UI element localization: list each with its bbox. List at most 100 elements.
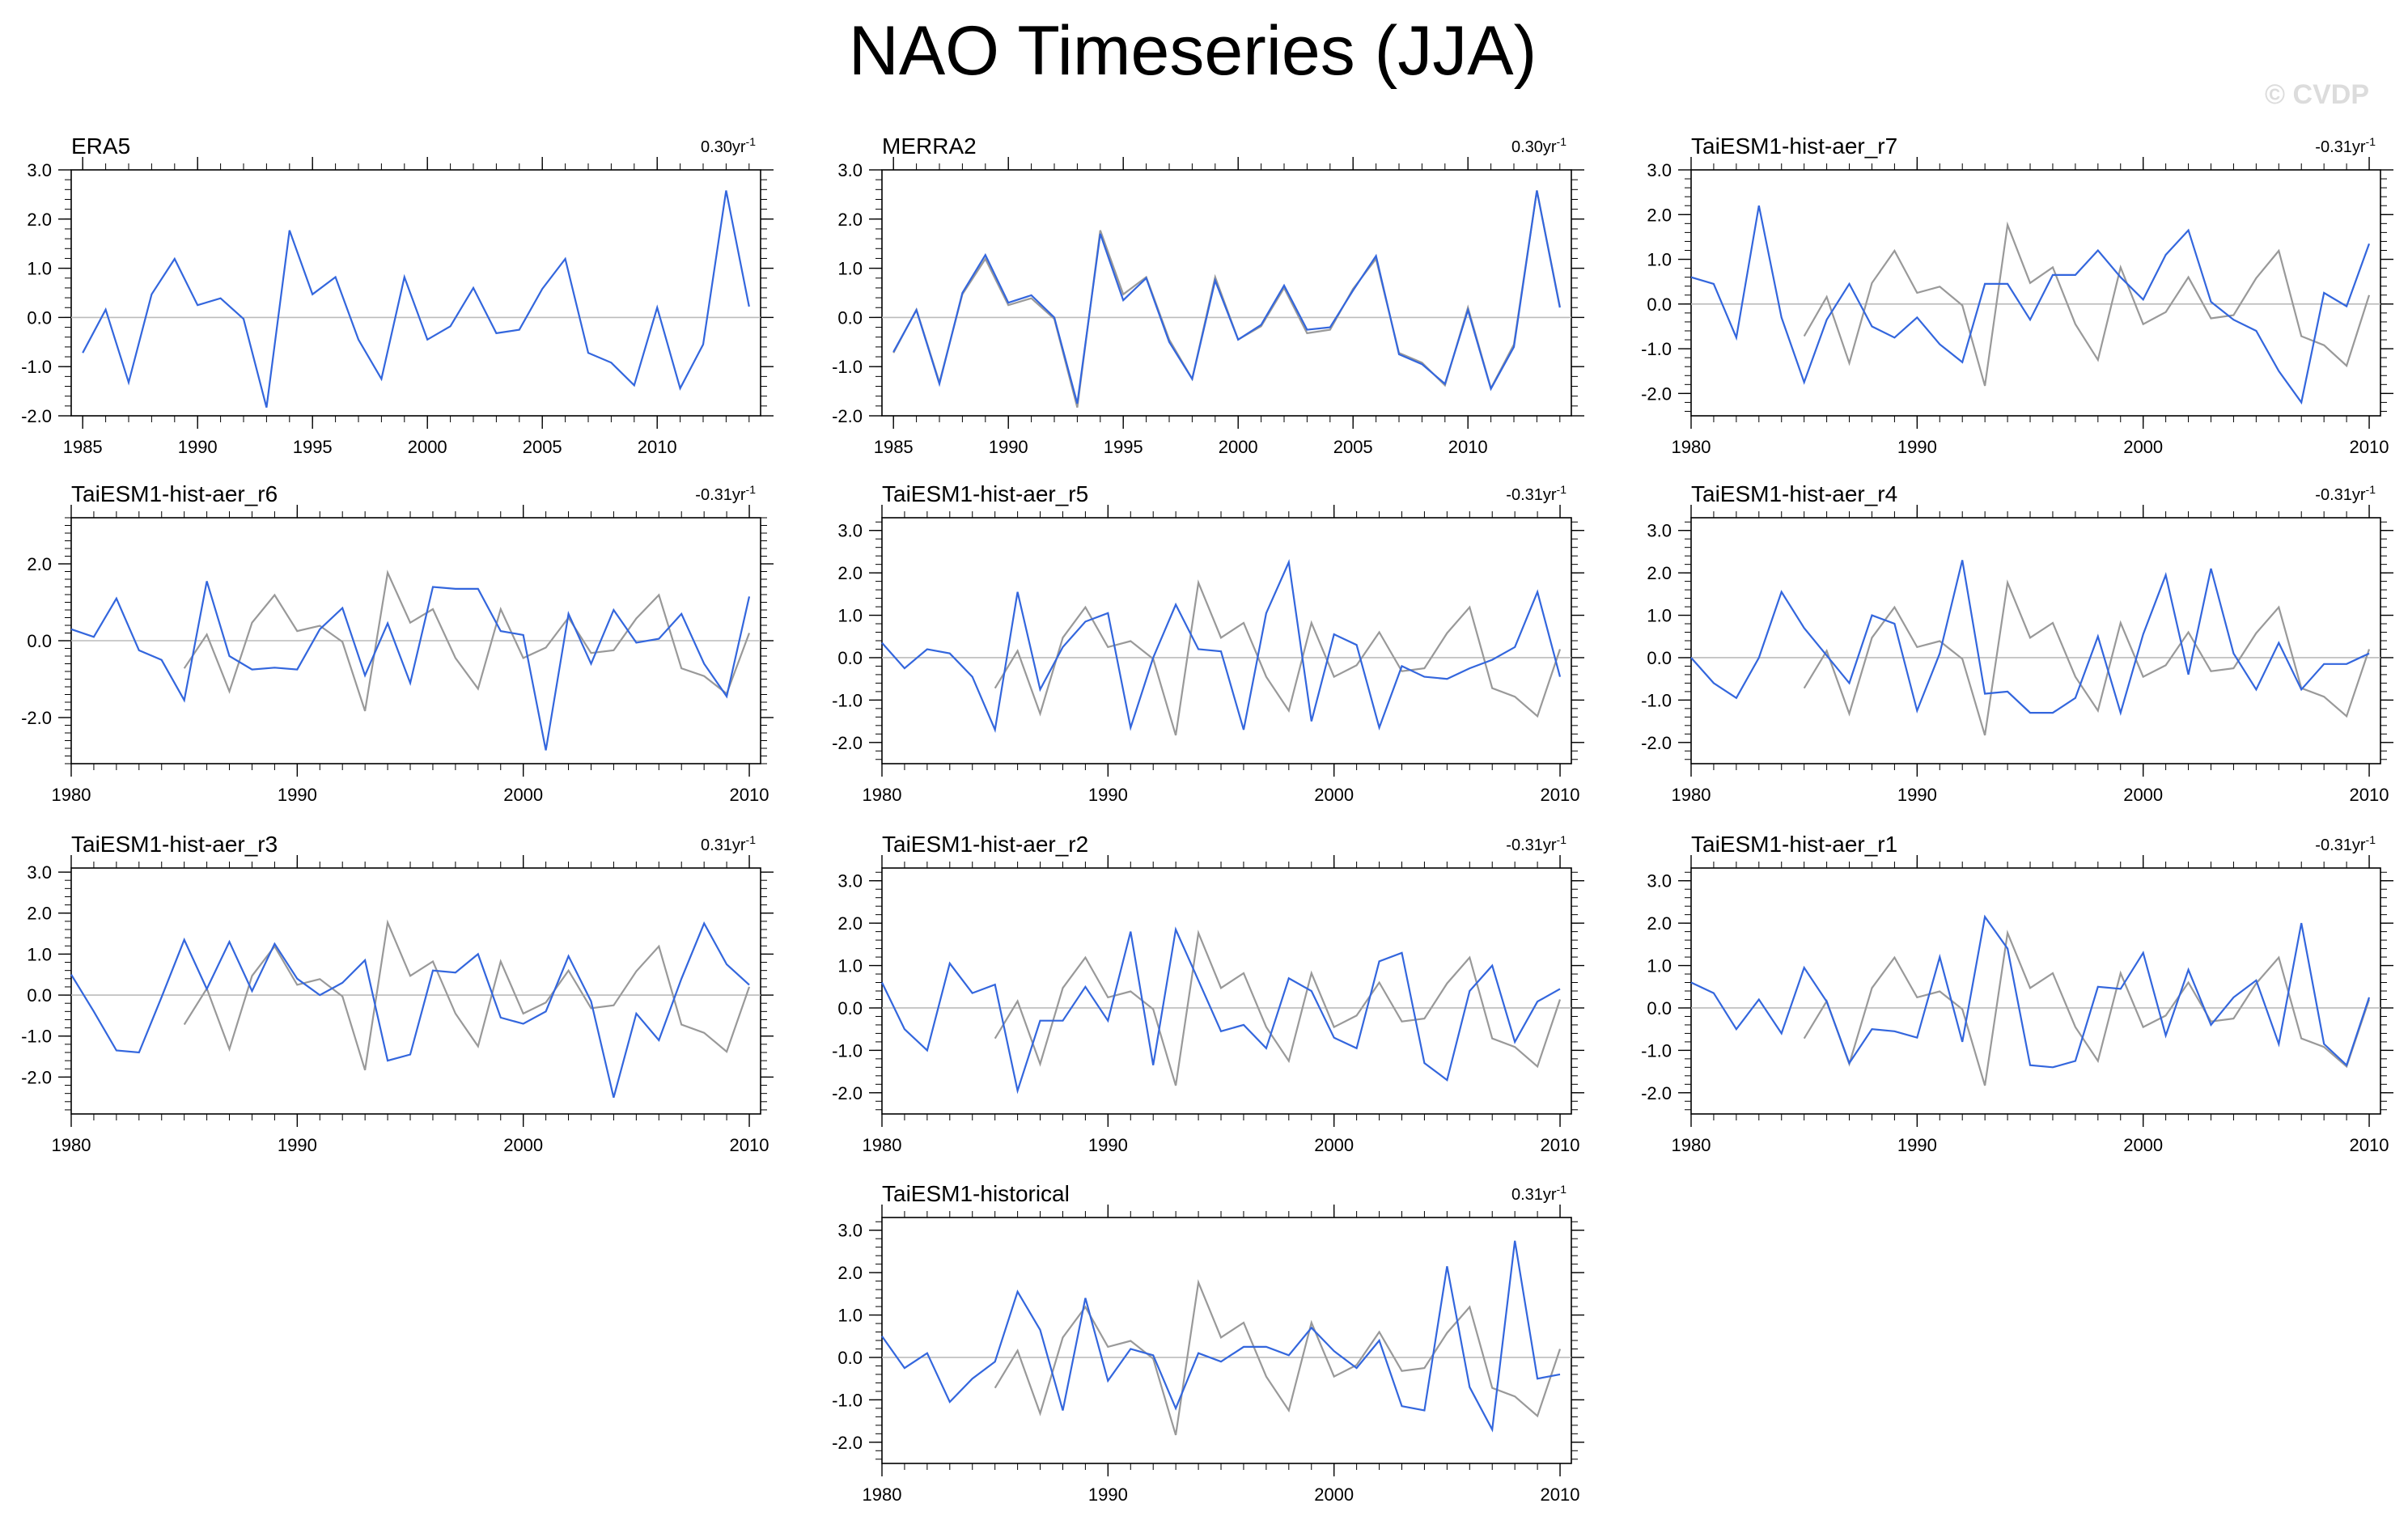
panel-1: ERA5 0.30yr-1 -2.0 -1.0 0.0 1.0 2.0 3.0 1985 1990… bbox=[21, 133, 774, 457]
x-tick-label: 1990 bbox=[1088, 1484, 1128, 1505]
series-line-era5 bbox=[994, 930, 1562, 1086]
x-tick-label: 1990 bbox=[178, 437, 218, 457]
panel-title: TaiESM1-hist-aer_r3 bbox=[71, 832, 278, 857]
panel-8: TaiESM1-hist-aer_r2 -0.31yr-1 -2.0 -1.0 0.0 1… bbox=[832, 832, 1584, 1155]
plot-frame bbox=[70, 169, 761, 417]
panel-10: TaiESM1-historical 0.31yr-1 -2.0 -1.0 0.0 1.0… bbox=[832, 1181, 1584, 1505]
trend-label: -0.31yr-1 bbox=[2315, 135, 2376, 156]
y-tick-label: 0.0 bbox=[1647, 648, 1672, 668]
x-tick-label: 2005 bbox=[1333, 437, 1373, 457]
panels: ERA5 0.30yr-1 -2.0 -1.0 0.0 1.0 2.0 3.0 1985 1990… bbox=[21, 133, 2393, 1505]
panel-7: TaiESM1-hist-aer_r3 0.31yr-1 -2.0 -1.0 0.0 1.… bbox=[21, 832, 774, 1155]
series-line-taiesm1-hist-aer-r5 bbox=[881, 559, 1562, 734]
y-tick-label: 0.0 bbox=[837, 1348, 863, 1368]
y-tick-label: -1.0 bbox=[832, 357, 863, 377]
series-line-era5 bbox=[183, 919, 751, 1071]
y-tick-label: 3.0 bbox=[837, 521, 863, 541]
y-tick-label: 1.0 bbox=[837, 606, 863, 626]
series-line-taiesm1-hist-aer-r1 bbox=[1690, 914, 2371, 1069]
y-tick-label: -2.0 bbox=[832, 1433, 863, 1453]
trend-label: -0.31yr-1 bbox=[1506, 483, 1566, 504]
y-tick-label: -1.0 bbox=[21, 357, 52, 377]
series-line-merra2 bbox=[892, 190, 1561, 404]
y-tick-label: 2.0 bbox=[837, 210, 863, 230]
trend-label: 0.30yr-1 bbox=[701, 135, 756, 156]
panel-4: TaiESM1-hist-aer_r6 -0.31yr-1 -2.0 0.0 2.0 19… bbox=[21, 481, 774, 805]
panel-title: TaiESM1-historical bbox=[882, 1181, 1070, 1206]
panel-title: TaiESM1-hist-aer_r2 bbox=[882, 832, 1088, 857]
panel-3: TaiESM1-hist-aer_r7 -0.31yr-1 -2.0 -1.0 0.0 1… bbox=[1641, 133, 2393, 457]
y-tick-label: 0.0 bbox=[27, 631, 52, 651]
y-tick-label: 0.0 bbox=[1647, 294, 1672, 315]
x-tick-label: 2000 bbox=[1314, 1135, 1354, 1155]
y-tick-label: 2.0 bbox=[837, 1263, 863, 1283]
x-tick-label: 2010 bbox=[2350, 437, 2389, 457]
y-tick-label: -2.0 bbox=[832, 733, 863, 753]
y-tick-label: -1.0 bbox=[832, 1040, 863, 1061]
series-line-era5 bbox=[1803, 579, 2371, 736]
y-tick-label: 3.0 bbox=[27, 862, 52, 883]
x-tick-label: 2000 bbox=[408, 437, 447, 457]
panel-title: MERRA2 bbox=[882, 133, 977, 159]
y-tick-label: 0.0 bbox=[837, 648, 863, 668]
x-tick-label: 2010 bbox=[1448, 437, 1488, 457]
x-tick-label: 2010 bbox=[2350, 785, 2389, 805]
x-tick-label: 1980 bbox=[1672, 785, 1711, 805]
x-tick-label: 2005 bbox=[523, 437, 562, 457]
trend-label: -0.31yr-1 bbox=[1506, 833, 1566, 854]
series-line-era5 bbox=[994, 1279, 1562, 1436]
x-tick-label: 2010 bbox=[730, 785, 769, 805]
x-tick-label: 1980 bbox=[863, 1484, 902, 1505]
y-tick-label: 3.0 bbox=[837, 871, 863, 891]
y-tick-label: 3.0 bbox=[837, 160, 863, 180]
x-tick-label: 2010 bbox=[2350, 1135, 2389, 1155]
y-tick-label: -1.0 bbox=[1641, 690, 1672, 710]
x-tick-label: 2000 bbox=[2123, 437, 2163, 457]
x-tick-label: 2000 bbox=[503, 785, 543, 805]
y-tick-label: 1.0 bbox=[837, 956, 863, 976]
panel-2: MERRA2 0.30yr-1 -2.0 -1.0 0.0 1.0 2.0 3.0 1985 19… bbox=[832, 133, 1584, 457]
plot-frame bbox=[70, 867, 761, 1115]
x-tick-label: 1980 bbox=[1672, 437, 1711, 457]
y-tick-label: 0.0 bbox=[27, 307, 52, 328]
plot-frame bbox=[1690, 169, 2381, 417]
trend-label: 0.31yr-1 bbox=[1511, 1183, 1566, 1204]
y-tick-label: 1.0 bbox=[837, 1306, 863, 1326]
y-tick-label: 2.0 bbox=[27, 904, 52, 924]
y-tick-label: 1.0 bbox=[1647, 606, 1672, 626]
x-tick-label: 2000 bbox=[2123, 1135, 2163, 1155]
series-line-era5 bbox=[994, 579, 1562, 736]
x-tick-label: 1990 bbox=[1088, 1135, 1128, 1155]
y-tick-label: -2.0 bbox=[21, 1067, 52, 1087]
plot-frame bbox=[881, 1217, 1572, 1464]
x-tick-label: 1990 bbox=[278, 1135, 317, 1155]
plot-frame bbox=[881, 169, 1572, 417]
plot-frame bbox=[881, 517, 1572, 764]
series-line-taiesm1-hist-aer-r7 bbox=[1690, 205, 2371, 405]
panel-title: TaiESM1-hist-aer_r6 bbox=[71, 481, 278, 506]
x-tick-label: 1990 bbox=[1897, 437, 1937, 457]
y-tick-label: 1.0 bbox=[1647, 250, 1672, 270]
y-tick-label: -1.0 bbox=[832, 1390, 863, 1410]
series-line-era5 bbox=[1803, 221, 2371, 387]
trend-label: -0.31yr-1 bbox=[2315, 483, 2376, 504]
y-tick-label: 3.0 bbox=[1647, 871, 1672, 891]
x-tick-label: 1980 bbox=[1672, 1135, 1711, 1155]
y-tick-label: -1.0 bbox=[832, 690, 863, 710]
plot-frame bbox=[1690, 867, 2381, 1115]
trend-label: -0.31yr-1 bbox=[2315, 833, 2376, 854]
x-tick-label: 2010 bbox=[1541, 1135, 1580, 1155]
x-tick-label: 1980 bbox=[52, 1135, 91, 1155]
x-tick-label: 1980 bbox=[863, 785, 902, 805]
trend-label: 0.31yr-1 bbox=[701, 833, 756, 854]
series-line-taiesm1-hist-aer-r3 bbox=[70, 921, 750, 1098]
y-tick-label: 2.0 bbox=[27, 554, 52, 574]
y-tick-label: -2.0 bbox=[1641, 733, 1672, 753]
series-line-era5 bbox=[183, 570, 751, 712]
y-tick-label: 0.0 bbox=[27, 985, 52, 1006]
series-line-taiesm1-historical bbox=[881, 1240, 1561, 1433]
y-tick-label: -1.0 bbox=[1641, 339, 1672, 359]
y-tick-label: 2.0 bbox=[837, 563, 863, 583]
x-tick-label: 2000 bbox=[1314, 1484, 1354, 1505]
